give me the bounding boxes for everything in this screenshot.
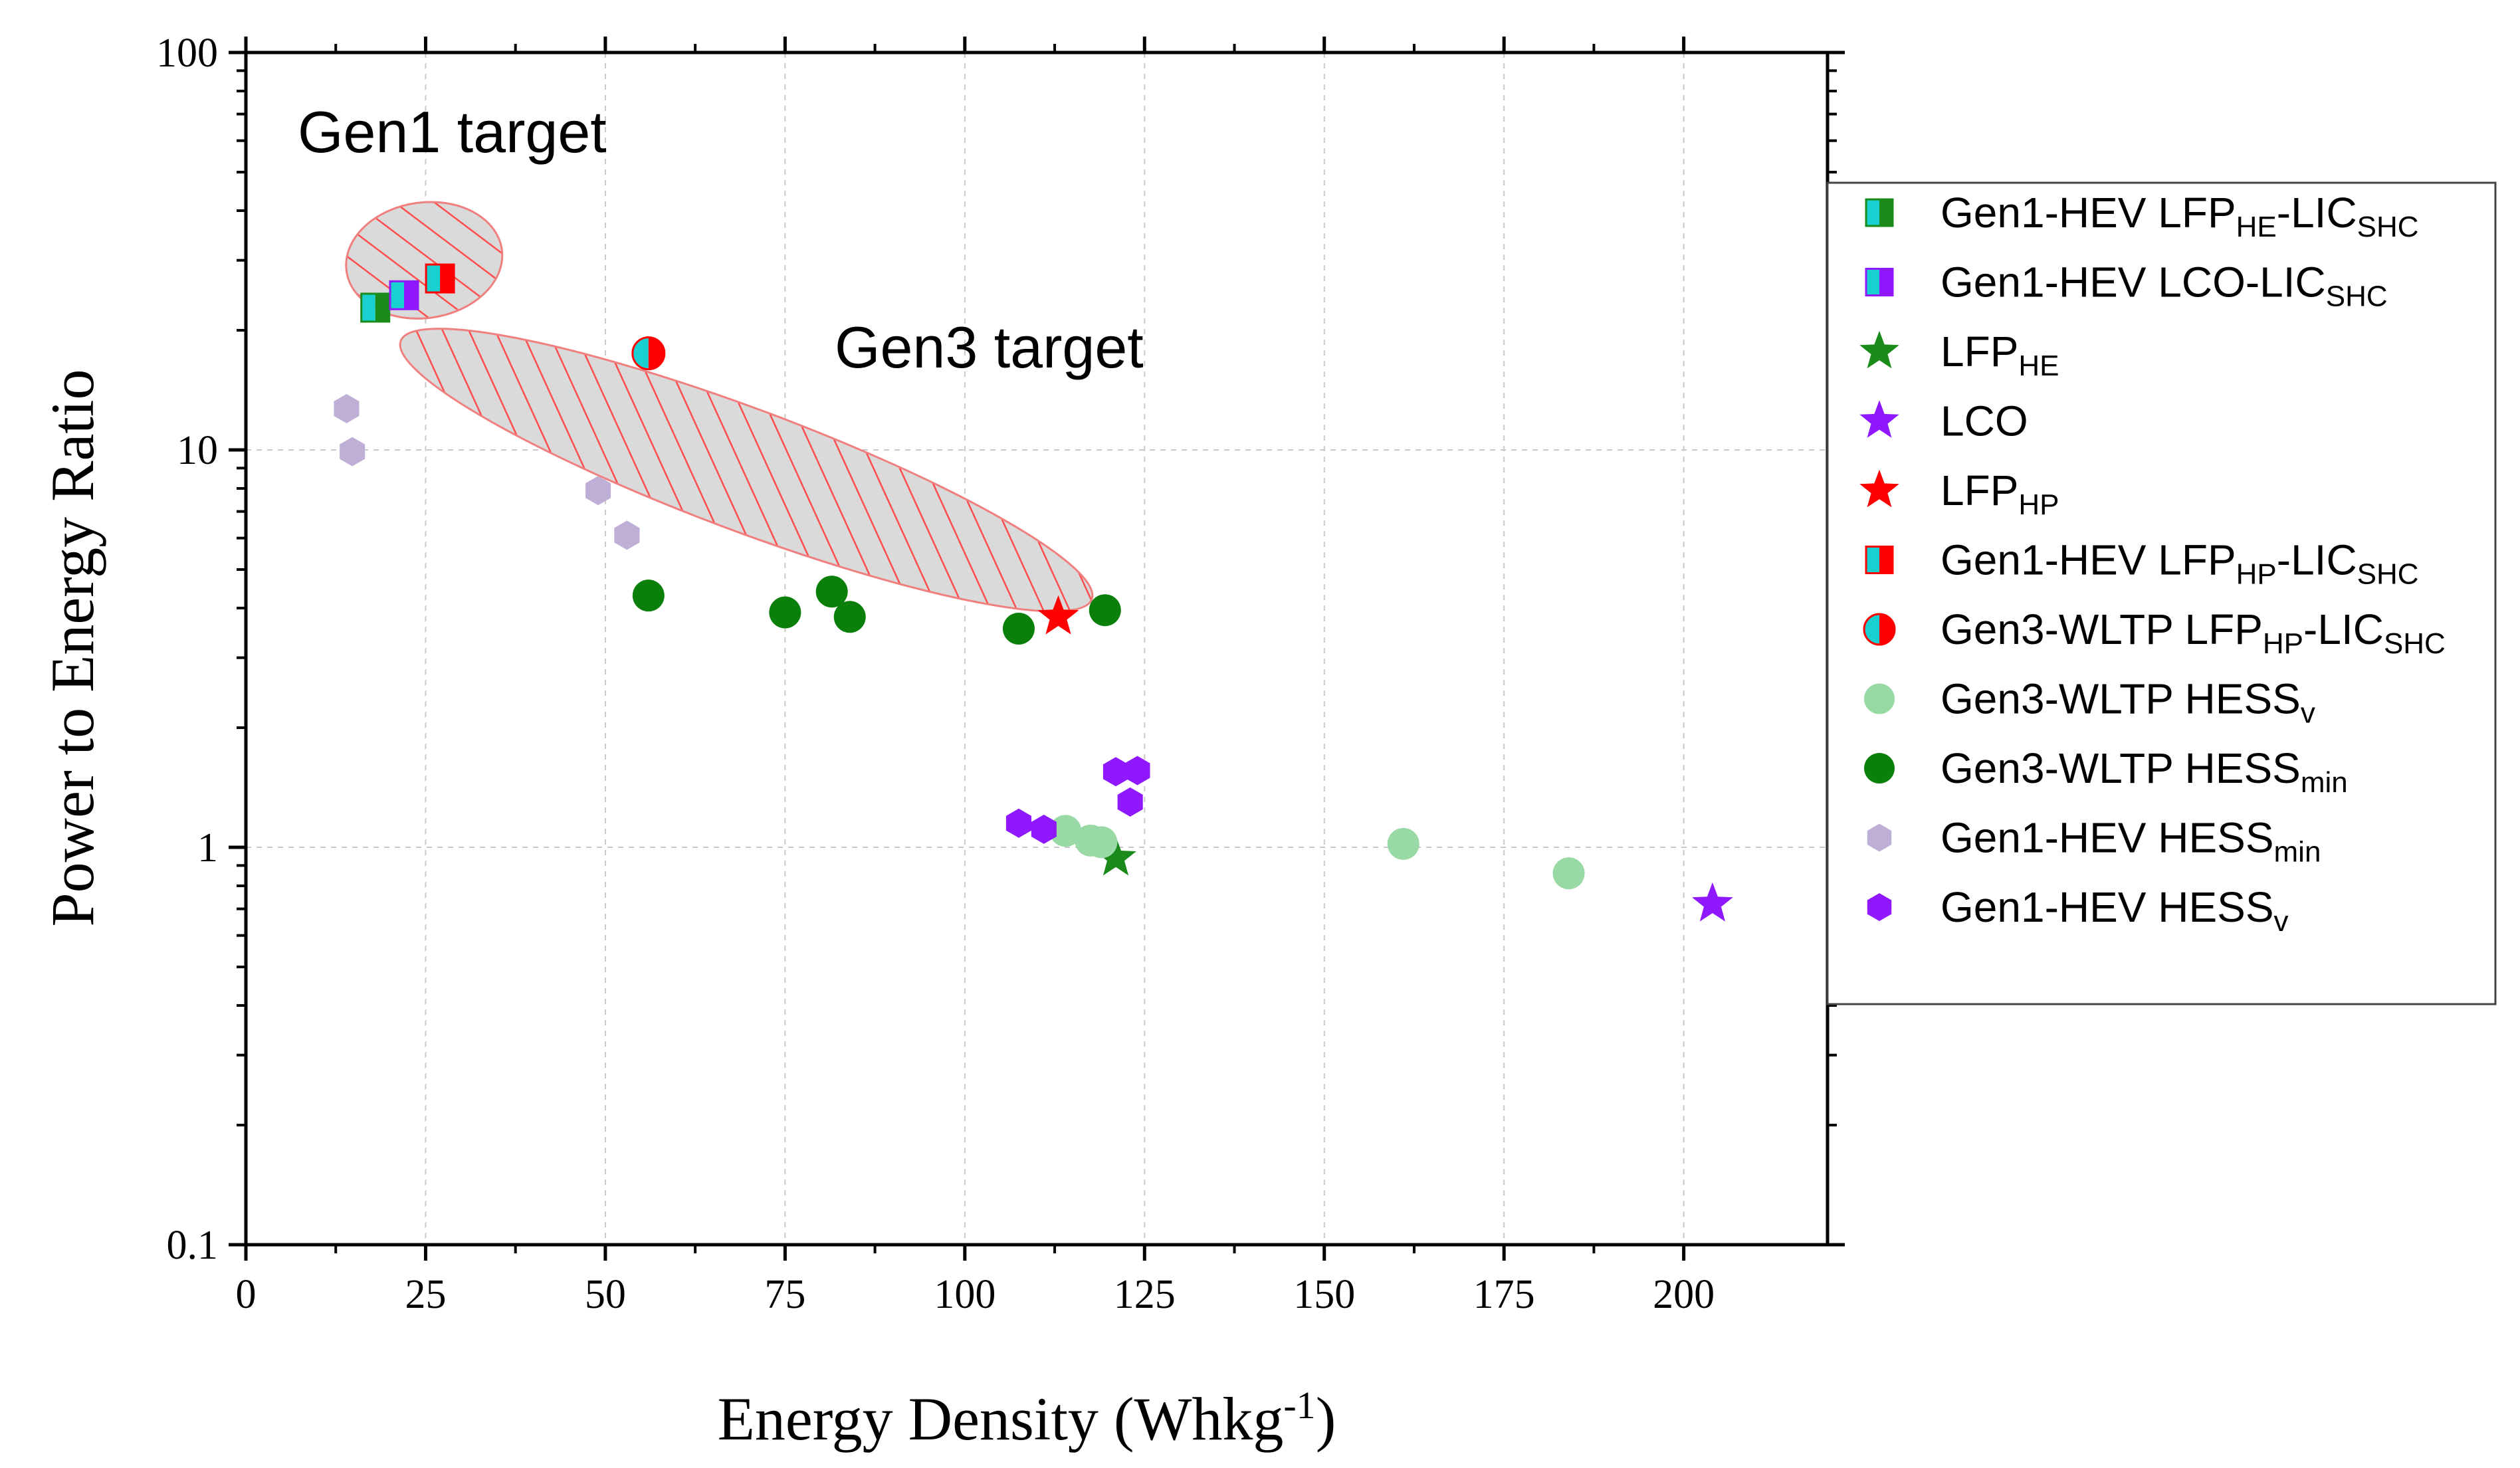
- legend-marker-0: [1865, 198, 1894, 227]
- x-tick-label: 175: [1473, 1272, 1535, 1317]
- point-8-2: [815, 576, 848, 608]
- x-tick-label: 150: [1293, 1272, 1355, 1317]
- annotation-gen3-target: Gen3 target: [835, 314, 1144, 380]
- legend-label-8: Gen3-WLTP HESSmin: [1941, 744, 2348, 799]
- axes: 0 25 50 75 100 125 150 175 200 0.1 1 10 100: [156, 31, 1845, 1317]
- point-8-3: [833, 601, 866, 633]
- legend-marker-6: [1863, 613, 1896, 646]
- x-axis-title: Energy Density (Whkg-1): [718, 1384, 1336, 1453]
- legend-marker-9: [1867, 823, 1892, 852]
- point-10-3: [1124, 756, 1150, 786]
- point-7-2: [1085, 826, 1118, 859]
- point-4-0: [1037, 595, 1079, 635]
- point-0-0: [360, 292, 391, 323]
- target-regions: [345, 201, 1094, 613]
- target-region-gen3: [399, 328, 1094, 613]
- x-tick-label: 125: [1114, 1272, 1176, 1317]
- x-tick-label: 50: [585, 1272, 626, 1317]
- x-tick-label: 25: [405, 1272, 446, 1317]
- legend-marker-2: [1859, 330, 1899, 369]
- point-3-0: [1692, 882, 1733, 922]
- point-1-0: [389, 280, 419, 310]
- legend-label-4: LFPHP: [1941, 467, 2059, 521]
- legend-label-0: Gen1-HEV LFPHE-LICSHC: [1941, 189, 2419, 243]
- point-6-0: [631, 336, 666, 371]
- legend-label-9: Gen1-HEV HESSmin: [1941, 814, 2321, 869]
- legend-marker-5: [1865, 546, 1894, 574]
- legend-label-7: Gen3-WLTP HESSv: [1941, 675, 2315, 730]
- point-5-0: [425, 263, 455, 294]
- x-tick-label: 100: [934, 1272, 996, 1317]
- x-tick-label: 200: [1653, 1272, 1715, 1317]
- point-9-0: [334, 393, 360, 423]
- legend-marker-4: [1859, 469, 1899, 508]
- x-tick-label: 75: [764, 1272, 805, 1317]
- target-region-gen1: [345, 201, 504, 320]
- grid-lines: [246, 52, 1828, 1245]
- y-tick-label: 10: [177, 428, 218, 473]
- y-tick-label: 1: [197, 825, 218, 871]
- point-7-0: [1049, 815, 1082, 847]
- point-8-4: [1002, 612, 1035, 645]
- point-9-3: [614, 520, 640, 550]
- legend-label-10: Gen1-HEV HESSv: [1941, 883, 2289, 938]
- y-tick-label: 100: [156, 31, 218, 76]
- point-8-1: [769, 596, 801, 629]
- legend-label-1: Gen1-HEV LCO-LICSHC: [1941, 259, 2388, 313]
- legend-box: [1826, 181, 2497, 1005]
- legend-label-5: Gen1-HEV LFPHP-LICSHC: [1941, 536, 2419, 591]
- point-10-1: [1031, 814, 1057, 844]
- legend-marker-1: [1865, 268, 1894, 296]
- x-tick-label: 0: [236, 1272, 257, 1317]
- point-10-0: [1005, 808, 1031, 838]
- point-8-5: [1089, 594, 1121, 627]
- legend-marker-7: [1864, 683, 1895, 714]
- point-2-0: [1095, 836, 1136, 876]
- legend-label-3: LCO: [1941, 397, 2028, 445]
- y-tick-label: 0.1: [167, 1223, 219, 1268]
- point-9-1: [340, 437, 366, 467]
- y-axis-title: Power to Energy Ratio: [39, 369, 106, 927]
- legend-label-6: Gen3-WLTP LFPHP-LICSHC: [1941, 605, 2446, 660]
- point-7-4: [1552, 857, 1585, 890]
- legend-marker-8: [1864, 753, 1895, 784]
- point-7-3: [1387, 827, 1419, 860]
- data-points: [334, 263, 1733, 922]
- legend: Gen1-HEV LFPHE-LICSHC Gen1-HEV LCO-LICSHC…: [1826, 181, 2497, 1005]
- point-10-4: [1117, 787, 1143, 817]
- point-8-0: [632, 579, 665, 612]
- legend-label-2: LFPHE: [1941, 328, 2059, 382]
- legend-marker-3: [1859, 400, 1899, 438]
- point-10-2: [1102, 757, 1129, 787]
- annotation-gen1-target: Gen1 target: [298, 99, 607, 165]
- legend-marker-10: [1867, 893, 1892, 921]
- point-9-2: [585, 476, 611, 506]
